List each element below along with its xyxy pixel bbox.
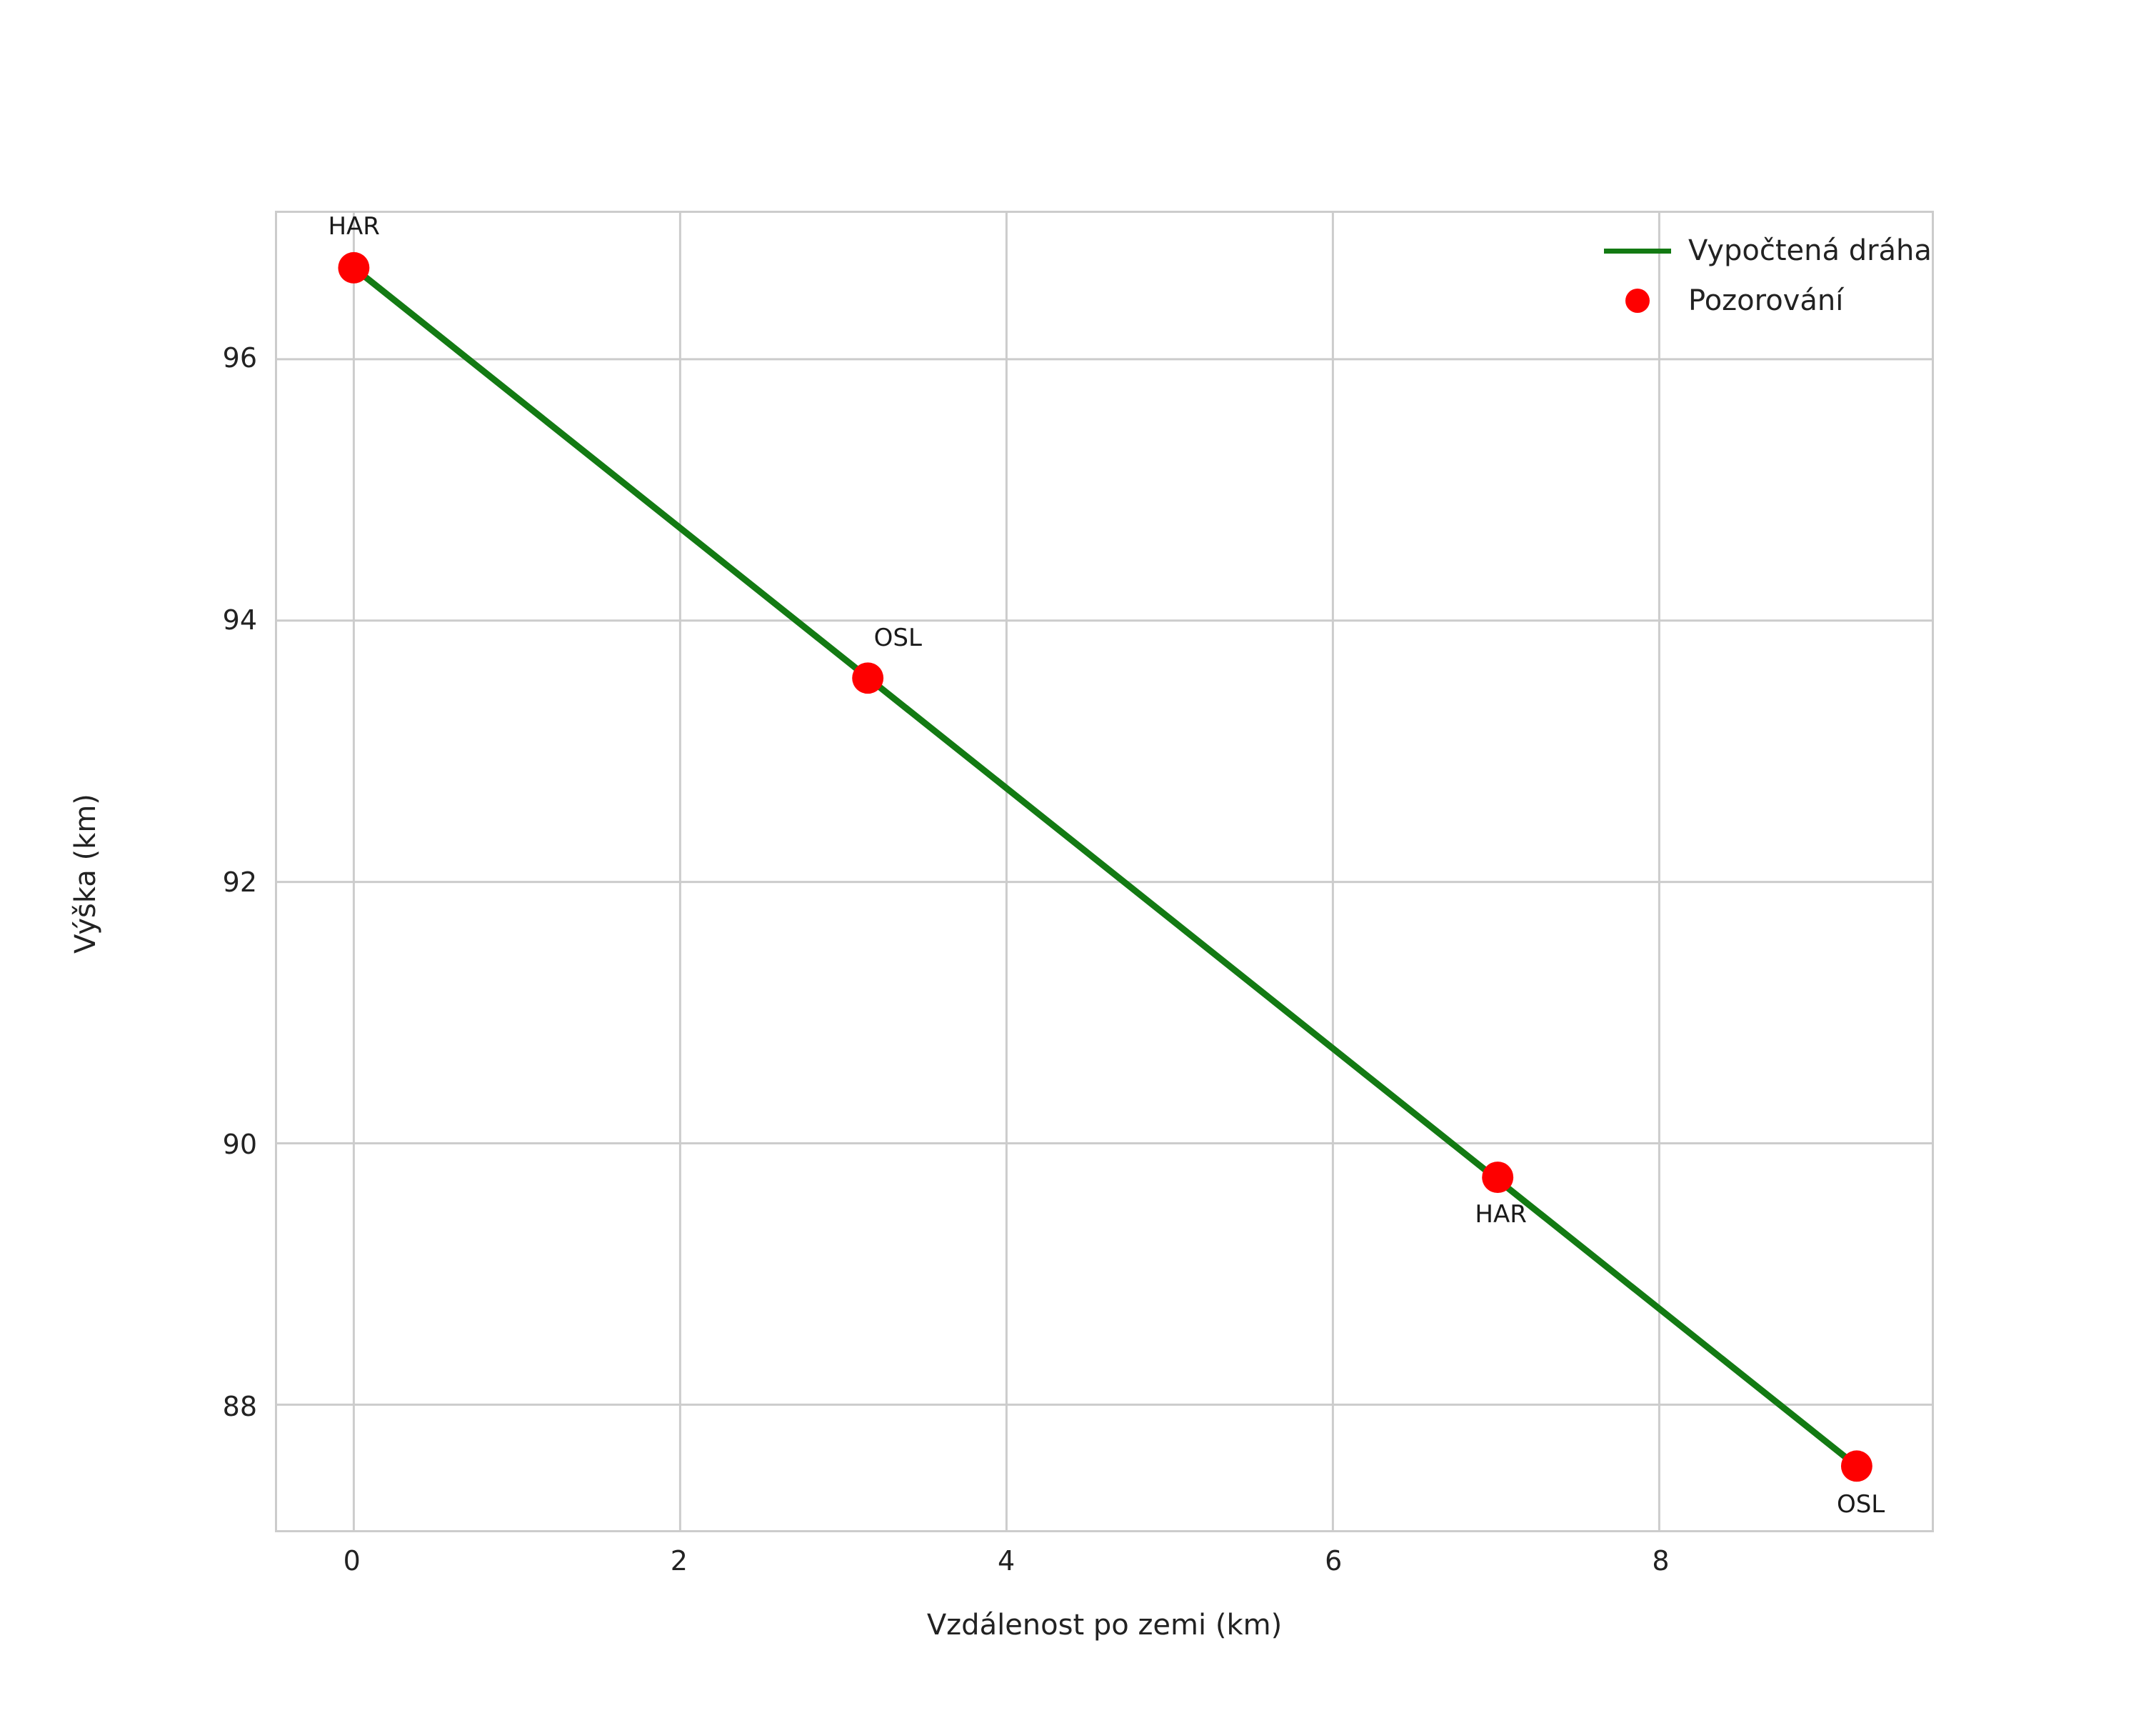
legend-line-swatch xyxy=(1598,231,1677,271)
legend-item-observation[interactable]: Pozorování xyxy=(1598,281,1917,321)
y-axis-title: Výška (km) xyxy=(69,794,102,954)
observation-point[interactable] xyxy=(1482,1162,1514,1193)
point-annotation-osl-1: OSL xyxy=(873,624,922,653)
point-annotation-osl-3: OSL xyxy=(1836,1490,1885,1519)
x-tick-label-2: 2 xyxy=(670,1545,688,1577)
legend-item-computed-track[interactable]: Vypočtená dráha xyxy=(1598,231,1932,271)
observation-point[interactable] xyxy=(1840,1450,1872,1482)
vertical-gridlines xyxy=(352,213,1660,1530)
y-tick-label-96: 96 xyxy=(222,341,257,374)
plot-canvas xyxy=(277,213,1932,1530)
x-tick-label-4: 4 xyxy=(997,1545,1016,1577)
horizontal-gridlines xyxy=(277,358,1932,1406)
point-annotation-har-2: HAR xyxy=(1475,1200,1527,1229)
plot-area: Vypočtená dráha Pozorování HAR OSL HAR OSL xyxy=(275,211,1934,1532)
x-axis-title: Vzdálenost po zemi (km) xyxy=(926,1609,1283,1642)
legend-label-observation: Pozorování xyxy=(1688,284,1844,317)
legend-dot-swatch xyxy=(1598,281,1677,321)
observation-points-group xyxy=(338,251,1872,1482)
x-tick-label-8: 8 xyxy=(1652,1545,1670,1577)
y-tick-label-88: 88 xyxy=(222,1390,257,1422)
observation-point[interactable] xyxy=(338,251,370,284)
x-tick-label-6: 6 xyxy=(1325,1545,1343,1577)
observation-point[interactable] xyxy=(852,662,884,694)
x-tick-label-0: 0 xyxy=(343,1545,361,1577)
legend: Vypočtená dráha Pozorování xyxy=(1591,218,1932,334)
y-tick-label-90: 90 xyxy=(222,1128,257,1160)
y-tick-label-92: 92 xyxy=(222,866,257,898)
y-tick-label-94: 94 xyxy=(222,604,257,636)
trajectory-line-group xyxy=(350,264,1860,1469)
point-annotation-har-0: HAR xyxy=(328,212,380,241)
legend-label-computed-track: Vypočtená dráha xyxy=(1688,234,1932,267)
